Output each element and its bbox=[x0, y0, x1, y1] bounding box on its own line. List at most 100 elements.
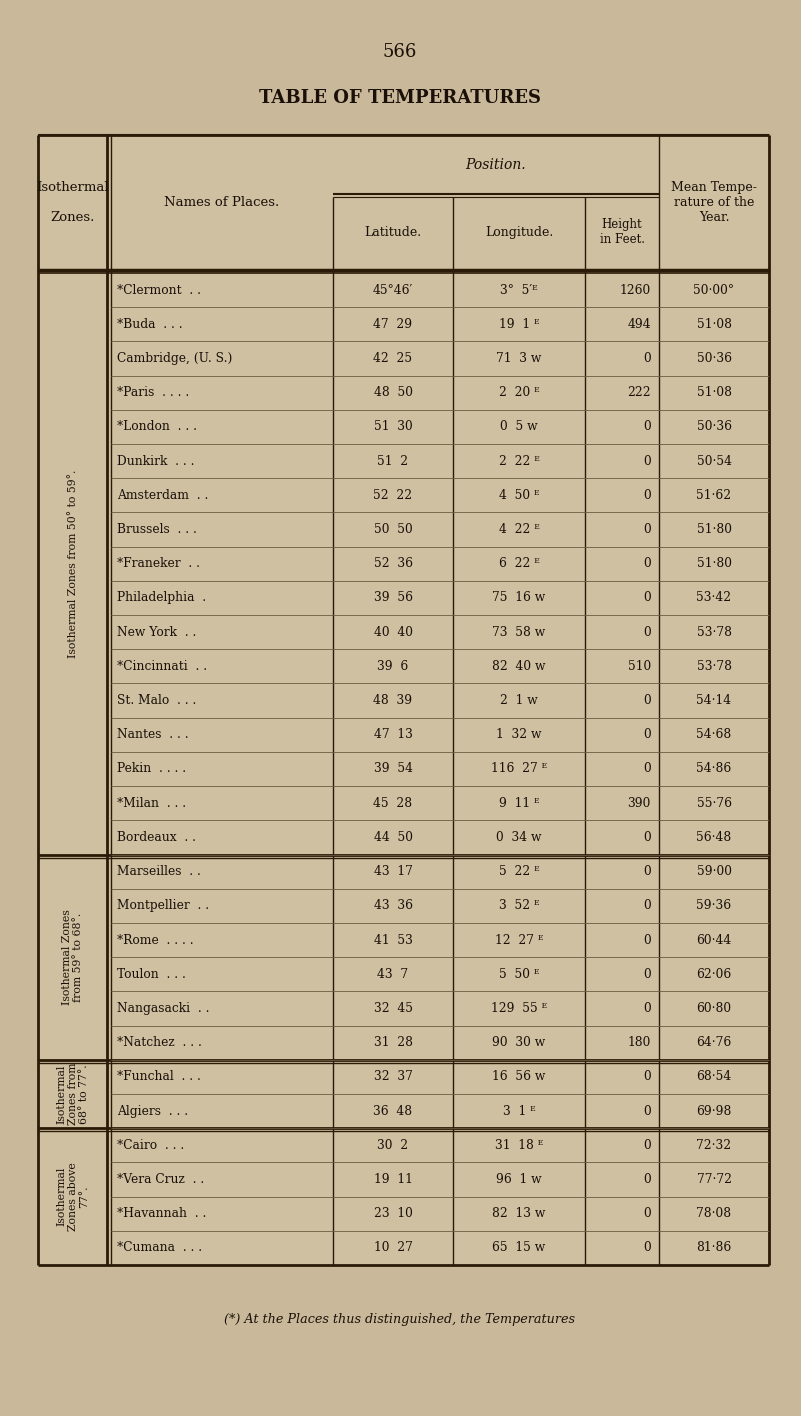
Text: 3  52 ᴱ: 3 52 ᴱ bbox=[499, 899, 539, 912]
Text: 82  40 w: 82 40 w bbox=[493, 660, 545, 673]
Text: Brussels  . . .: Brussels . . . bbox=[117, 523, 197, 537]
Text: Isothermal Zones
from 59° to 68°.: Isothermal Zones from 59° to 68°. bbox=[62, 909, 83, 1005]
Text: 40  40: 40 40 bbox=[373, 626, 413, 639]
Text: 54·14: 54·14 bbox=[696, 694, 731, 707]
Text: Pekin  . . . .: Pekin . . . . bbox=[117, 762, 186, 776]
Text: 50·54: 50·54 bbox=[697, 455, 731, 467]
Text: New York  . .: New York . . bbox=[117, 626, 196, 639]
Text: 32  37: 32 37 bbox=[373, 1070, 413, 1083]
Text: 39  6: 39 6 bbox=[377, 660, 409, 673]
Text: 0: 0 bbox=[643, 831, 651, 844]
Text: 43  36: 43 36 bbox=[373, 899, 413, 912]
Text: 129  55 ᴱ: 129 55 ᴱ bbox=[491, 1003, 547, 1015]
Text: Position.: Position. bbox=[465, 157, 526, 171]
Text: 510: 510 bbox=[628, 660, 651, 673]
Text: 53·78: 53·78 bbox=[697, 626, 731, 639]
Text: 47  13: 47 13 bbox=[373, 728, 413, 742]
Text: 31  28: 31 28 bbox=[373, 1037, 413, 1049]
Text: 3°  5′ᴱ: 3° 5′ᴱ bbox=[500, 283, 538, 296]
Text: 54·68: 54·68 bbox=[696, 728, 731, 742]
Text: 51·80: 51·80 bbox=[697, 558, 731, 571]
Text: 50·00°: 50·00° bbox=[694, 283, 735, 296]
Text: 50·36: 50·36 bbox=[697, 353, 731, 365]
Text: Latitude.: Latitude. bbox=[364, 225, 421, 239]
Text: 0: 0 bbox=[643, 1242, 651, 1255]
Text: 0: 0 bbox=[643, 865, 651, 878]
Text: 0: 0 bbox=[643, 626, 651, 639]
Text: 566: 566 bbox=[383, 42, 417, 61]
Text: 0: 0 bbox=[643, 1104, 651, 1117]
Text: 47  29: 47 29 bbox=[373, 317, 413, 331]
Text: 60·44: 60·44 bbox=[696, 933, 731, 946]
Text: 5  22 ᴱ: 5 22 ᴱ bbox=[499, 865, 539, 878]
Text: Toulon  . . .: Toulon . . . bbox=[117, 967, 186, 981]
Text: 180: 180 bbox=[628, 1037, 651, 1049]
Text: 69·98: 69·98 bbox=[696, 1104, 731, 1117]
Text: 494: 494 bbox=[627, 317, 651, 331]
Text: 0: 0 bbox=[643, 421, 651, 433]
Text: *Funchal  . . .: *Funchal . . . bbox=[117, 1070, 201, 1083]
Text: 56·48: 56·48 bbox=[696, 831, 731, 844]
Text: 36  48: 36 48 bbox=[373, 1104, 413, 1117]
Text: 50·36: 50·36 bbox=[697, 421, 731, 433]
Text: 0: 0 bbox=[643, 967, 651, 981]
Text: 48  50: 48 50 bbox=[373, 387, 413, 399]
Text: Amsterdam  . .: Amsterdam . . bbox=[117, 489, 208, 501]
Text: 0: 0 bbox=[643, 1070, 651, 1083]
Text: 51·80: 51·80 bbox=[697, 523, 731, 537]
Text: 1260: 1260 bbox=[620, 283, 651, 296]
Text: 0: 0 bbox=[643, 1172, 651, 1187]
Text: 1  32 w: 1 32 w bbox=[497, 728, 541, 742]
Text: 0: 0 bbox=[643, 933, 651, 946]
Text: 2  22 ᴱ: 2 22 ᴱ bbox=[498, 455, 539, 467]
Text: 62·06: 62·06 bbox=[696, 967, 731, 981]
Text: 0: 0 bbox=[643, 1138, 651, 1151]
Text: Height
in Feet.: Height in Feet. bbox=[599, 218, 645, 246]
Text: Bordeaux  . .: Bordeaux . . bbox=[117, 831, 196, 844]
Text: 45  28: 45 28 bbox=[373, 797, 413, 810]
Text: 51  2: 51 2 bbox=[377, 455, 409, 467]
Text: *Havannah  . .: *Havannah . . bbox=[117, 1208, 207, 1221]
Text: 43  7: 43 7 bbox=[377, 967, 409, 981]
Text: 42  25: 42 25 bbox=[373, 353, 413, 365]
Text: St. Malo  . . .: St. Malo . . . bbox=[117, 694, 196, 707]
Text: 53·78: 53·78 bbox=[697, 660, 731, 673]
Text: 32  45: 32 45 bbox=[373, 1003, 413, 1015]
Text: 43  17: 43 17 bbox=[373, 865, 413, 878]
Text: 44  50: 44 50 bbox=[373, 831, 413, 844]
Text: 51·62: 51·62 bbox=[696, 489, 731, 501]
Text: Isothermal

Zones.: Isothermal Zones. bbox=[36, 181, 109, 224]
Text: 55·76: 55·76 bbox=[697, 797, 731, 810]
Text: Algiers  . . .: Algiers . . . bbox=[117, 1104, 188, 1117]
Text: 53·42: 53·42 bbox=[696, 592, 731, 605]
Text: *Franeker  . .: *Franeker . . bbox=[117, 558, 200, 571]
Text: 51·08: 51·08 bbox=[697, 317, 731, 331]
Text: 50  50: 50 50 bbox=[373, 523, 413, 537]
Text: 51  30: 51 30 bbox=[373, 421, 413, 433]
Text: 75  16 w: 75 16 w bbox=[493, 592, 545, 605]
Text: 0: 0 bbox=[643, 489, 651, 501]
Text: 78·08: 78·08 bbox=[696, 1208, 731, 1221]
Text: Cambridge, (U. S.): Cambridge, (U. S.) bbox=[117, 353, 232, 365]
Text: Nantes  . . .: Nantes . . . bbox=[117, 728, 188, 742]
Text: *Cumana  . . .: *Cumana . . . bbox=[117, 1242, 202, 1255]
Text: 23  10: 23 10 bbox=[373, 1208, 413, 1221]
Text: 59·36: 59·36 bbox=[696, 899, 731, 912]
Text: 41  53: 41 53 bbox=[373, 933, 413, 946]
Text: Mean Tempe-
rature of the
Year.: Mean Tempe- rature of the Year. bbox=[671, 181, 757, 224]
Text: 77·72: 77·72 bbox=[697, 1172, 731, 1187]
Text: 65  15 w: 65 15 w bbox=[493, 1242, 545, 1255]
Text: 390: 390 bbox=[628, 797, 651, 810]
Text: 3  1 ᴱ: 3 1 ᴱ bbox=[502, 1104, 535, 1117]
Text: Dunkirk  . . .: Dunkirk . . . bbox=[117, 455, 195, 467]
Text: 96  1 w: 96 1 w bbox=[496, 1172, 541, 1187]
Text: 71  3 w: 71 3 w bbox=[497, 353, 541, 365]
Text: *London  . . .: *London . . . bbox=[117, 421, 197, 433]
Text: 0: 0 bbox=[643, 455, 651, 467]
Text: 0: 0 bbox=[643, 558, 651, 571]
Text: 0: 0 bbox=[643, 353, 651, 365]
Text: 10  27: 10 27 bbox=[373, 1242, 413, 1255]
Text: Nangasacki  . .: Nangasacki . . bbox=[117, 1003, 210, 1015]
Text: 222: 222 bbox=[627, 387, 651, 399]
Text: Isothermal
Zones above
77°.: Isothermal Zones above 77°. bbox=[56, 1163, 89, 1231]
